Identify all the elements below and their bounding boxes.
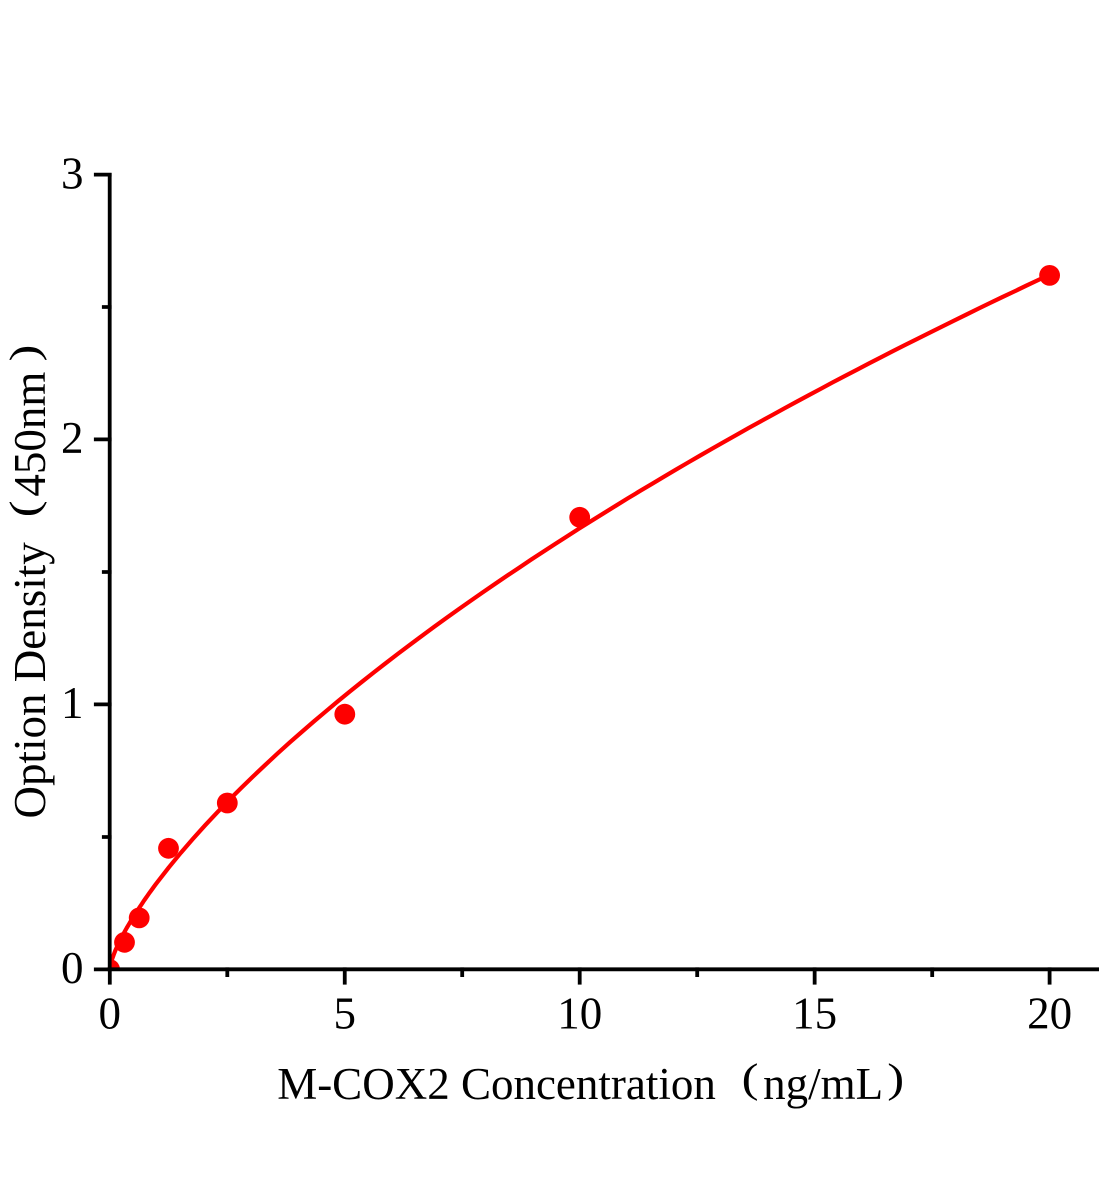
svg-text:3: 3 <box>61 148 84 198</box>
svg-text:Option Density(450nm): Option Density(450nm) <box>1 345 55 819</box>
svg-text:2: 2 <box>61 413 84 463</box>
svg-text:10: 10 <box>557 989 602 1039</box>
svg-text:1: 1 <box>61 678 84 728</box>
svg-text:5: 5 <box>334 989 357 1039</box>
svg-text:20: 20 <box>1027 989 1072 1039</box>
svg-text:0: 0 <box>99 989 122 1039</box>
svg-text:M-COX2 Concentration(ng/mL): M-COX2 Concentration (ng/mL) <box>277 1055 904 1109</box>
svg-text:0: 0 <box>61 943 84 993</box>
svg-text:15: 15 <box>792 989 837 1039</box>
